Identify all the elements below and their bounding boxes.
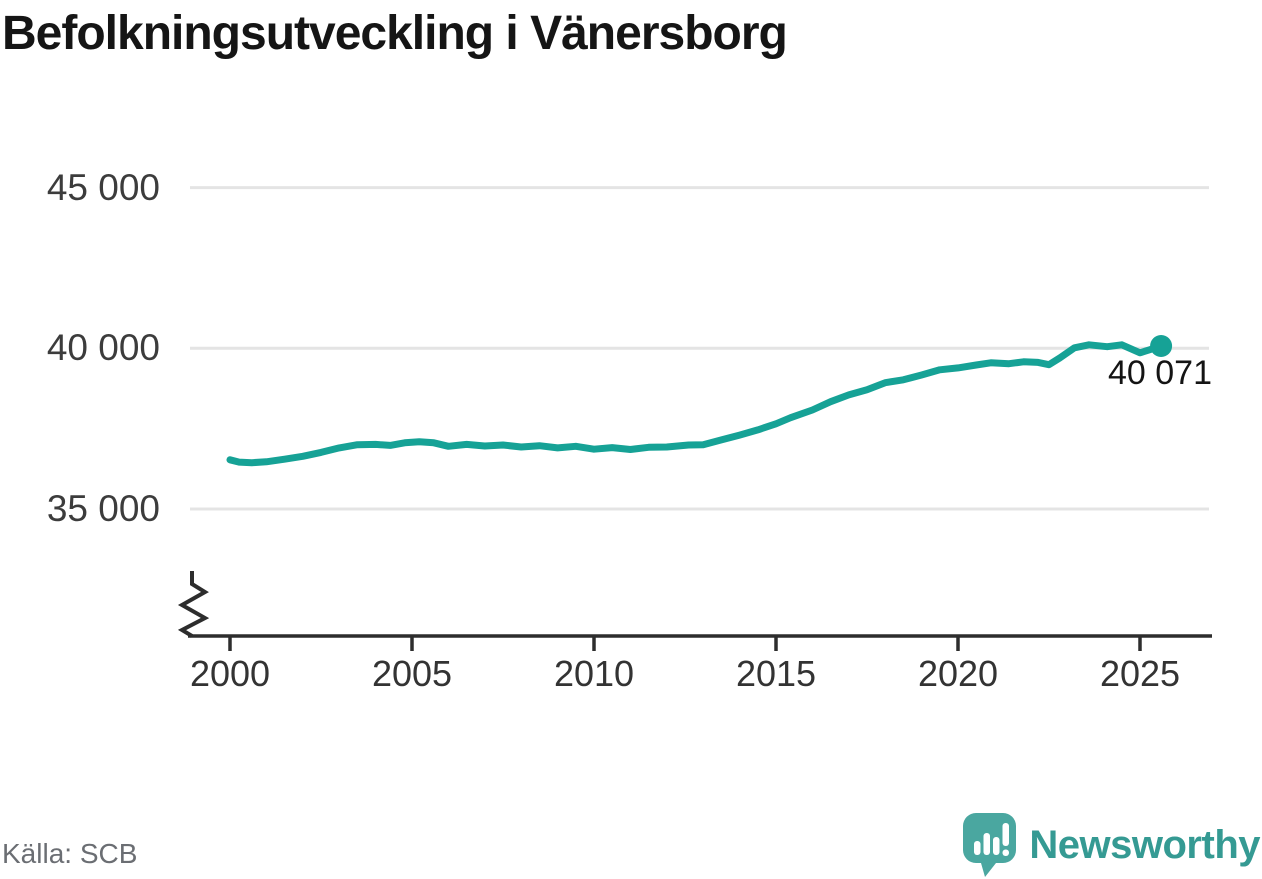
newsworthy-wordmark: Newsworthy — [1029, 823, 1260, 867]
last-value-dot — [1150, 335, 1173, 357]
y-axis-break-icon — [177, 571, 210, 638]
newsworthy-bubble-chart-icon — [963, 813, 1017, 877]
x-axis-label-2015: 2015 — [735, 653, 817, 694]
x-axis-label-2020: 2020 — [917, 653, 999, 694]
population-line-series — [226, 341, 1165, 467]
x-axis-label-2000: 2000 — [189, 653, 271, 694]
line-chart-canvas — [177, 186, 1212, 651]
x-axis-label-2005: 2005 — [371, 653, 453, 694]
newsworthy-logo: Newsworthy — [962, 812, 1260, 878]
page-title: Befolkningsutveckling i Vänersborg — [2, 7, 788, 60]
last-value-label: 40 071 — [1108, 354, 1212, 392]
y-axis-label-45000: 45 000 — [46, 166, 160, 208]
source-attribution: Källa: SCB — [2, 838, 138, 869]
x-axis-label-2010: 2010 — [553, 653, 635, 694]
y-axis-label-35000: 35 000 — [46, 488, 160, 529]
x-axis-label-2025: 2025 — [1099, 653, 1181, 694]
y-axis-label-40000: 40 000 — [46, 327, 160, 369]
